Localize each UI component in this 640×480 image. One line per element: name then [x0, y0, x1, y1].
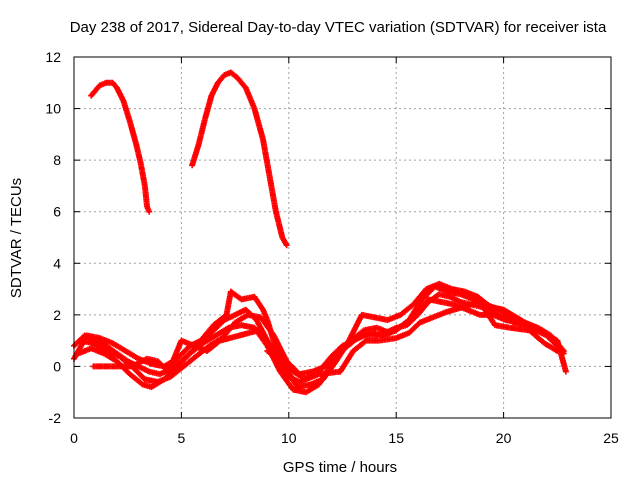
- y-tick-label: 2: [53, 307, 61, 323]
- x-tick-label: 25: [603, 430, 619, 446]
- data-point: [283, 242, 290, 249]
- y-tick-label: 8: [53, 152, 61, 168]
- y-tick-label: 0: [53, 358, 61, 374]
- x-tick-label: 0: [70, 430, 78, 446]
- x-tick-label: 10: [281, 430, 297, 446]
- y-tick-label: 6: [53, 204, 61, 220]
- y-tick-label: 10: [45, 101, 61, 117]
- data-point: [554, 347, 561, 354]
- x-axis-label: GPS time / hours: [283, 459, 397, 476]
- chart-title: Day 238 of 2017, Sidereal Day-to-day VTE…: [70, 19, 607, 36]
- data-point: [552, 337, 559, 344]
- x-tick-label: 20: [496, 430, 512, 446]
- data-point: [146, 208, 153, 215]
- plot-frame: [73, 56, 612, 419]
- data-point: [562, 368, 569, 375]
- x-tick-label: 5: [178, 430, 186, 446]
- y-axis-label: SDTVAR / TECUs: [8, 178, 25, 298]
- y-tick-label: 12: [45, 49, 61, 65]
- y-tick-label: -2: [49, 410, 62, 426]
- data-points: [71, 69, 569, 396]
- y-tick-label: 4: [53, 255, 61, 271]
- x-tick-label: 15: [388, 430, 404, 446]
- axis-ticks: 0 5 10 15 20 25 -2 0 2 4 6 8 10 12: [45, 49, 619, 446]
